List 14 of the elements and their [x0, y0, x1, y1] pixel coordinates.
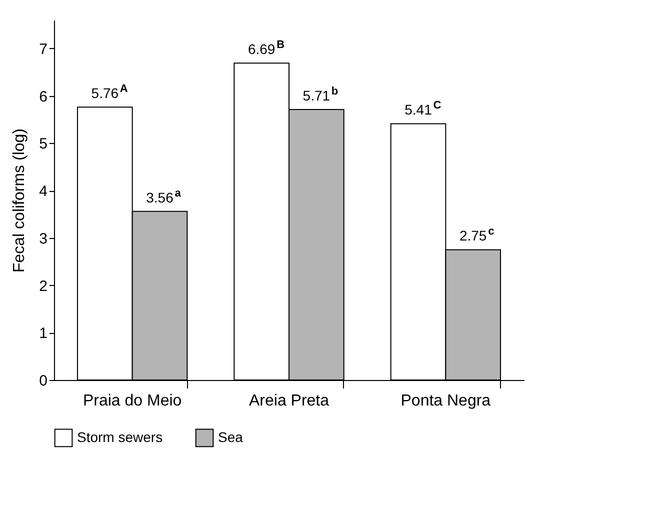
y-tick-label: 5 — [39, 136, 48, 153]
y-tick-label: 0 — [39, 372, 48, 390]
y-tick-label: 4 — [39, 183, 48, 200]
y-tick-label: 6 — [39, 88, 48, 106]
x-tick-label: Ponta Negra — [400, 392, 491, 410]
x-tick-label: Areia Preta — [248, 392, 330, 410]
legend-label: Storm sewers — [77, 428, 163, 445]
y-tick-label: 2 — [39, 278, 48, 295]
y-axis-title: Fecal coliforms (log) — [11, 128, 28, 273]
legend-label: Sea — [218, 428, 244, 445]
y-tick-label: 1 — [39, 325, 48, 342]
y-tick-label: 7 — [39, 40, 48, 58]
y-tick-label: 3 — [39, 230, 48, 248]
x-tick-label: Praia do Meio — [82, 392, 182, 410]
